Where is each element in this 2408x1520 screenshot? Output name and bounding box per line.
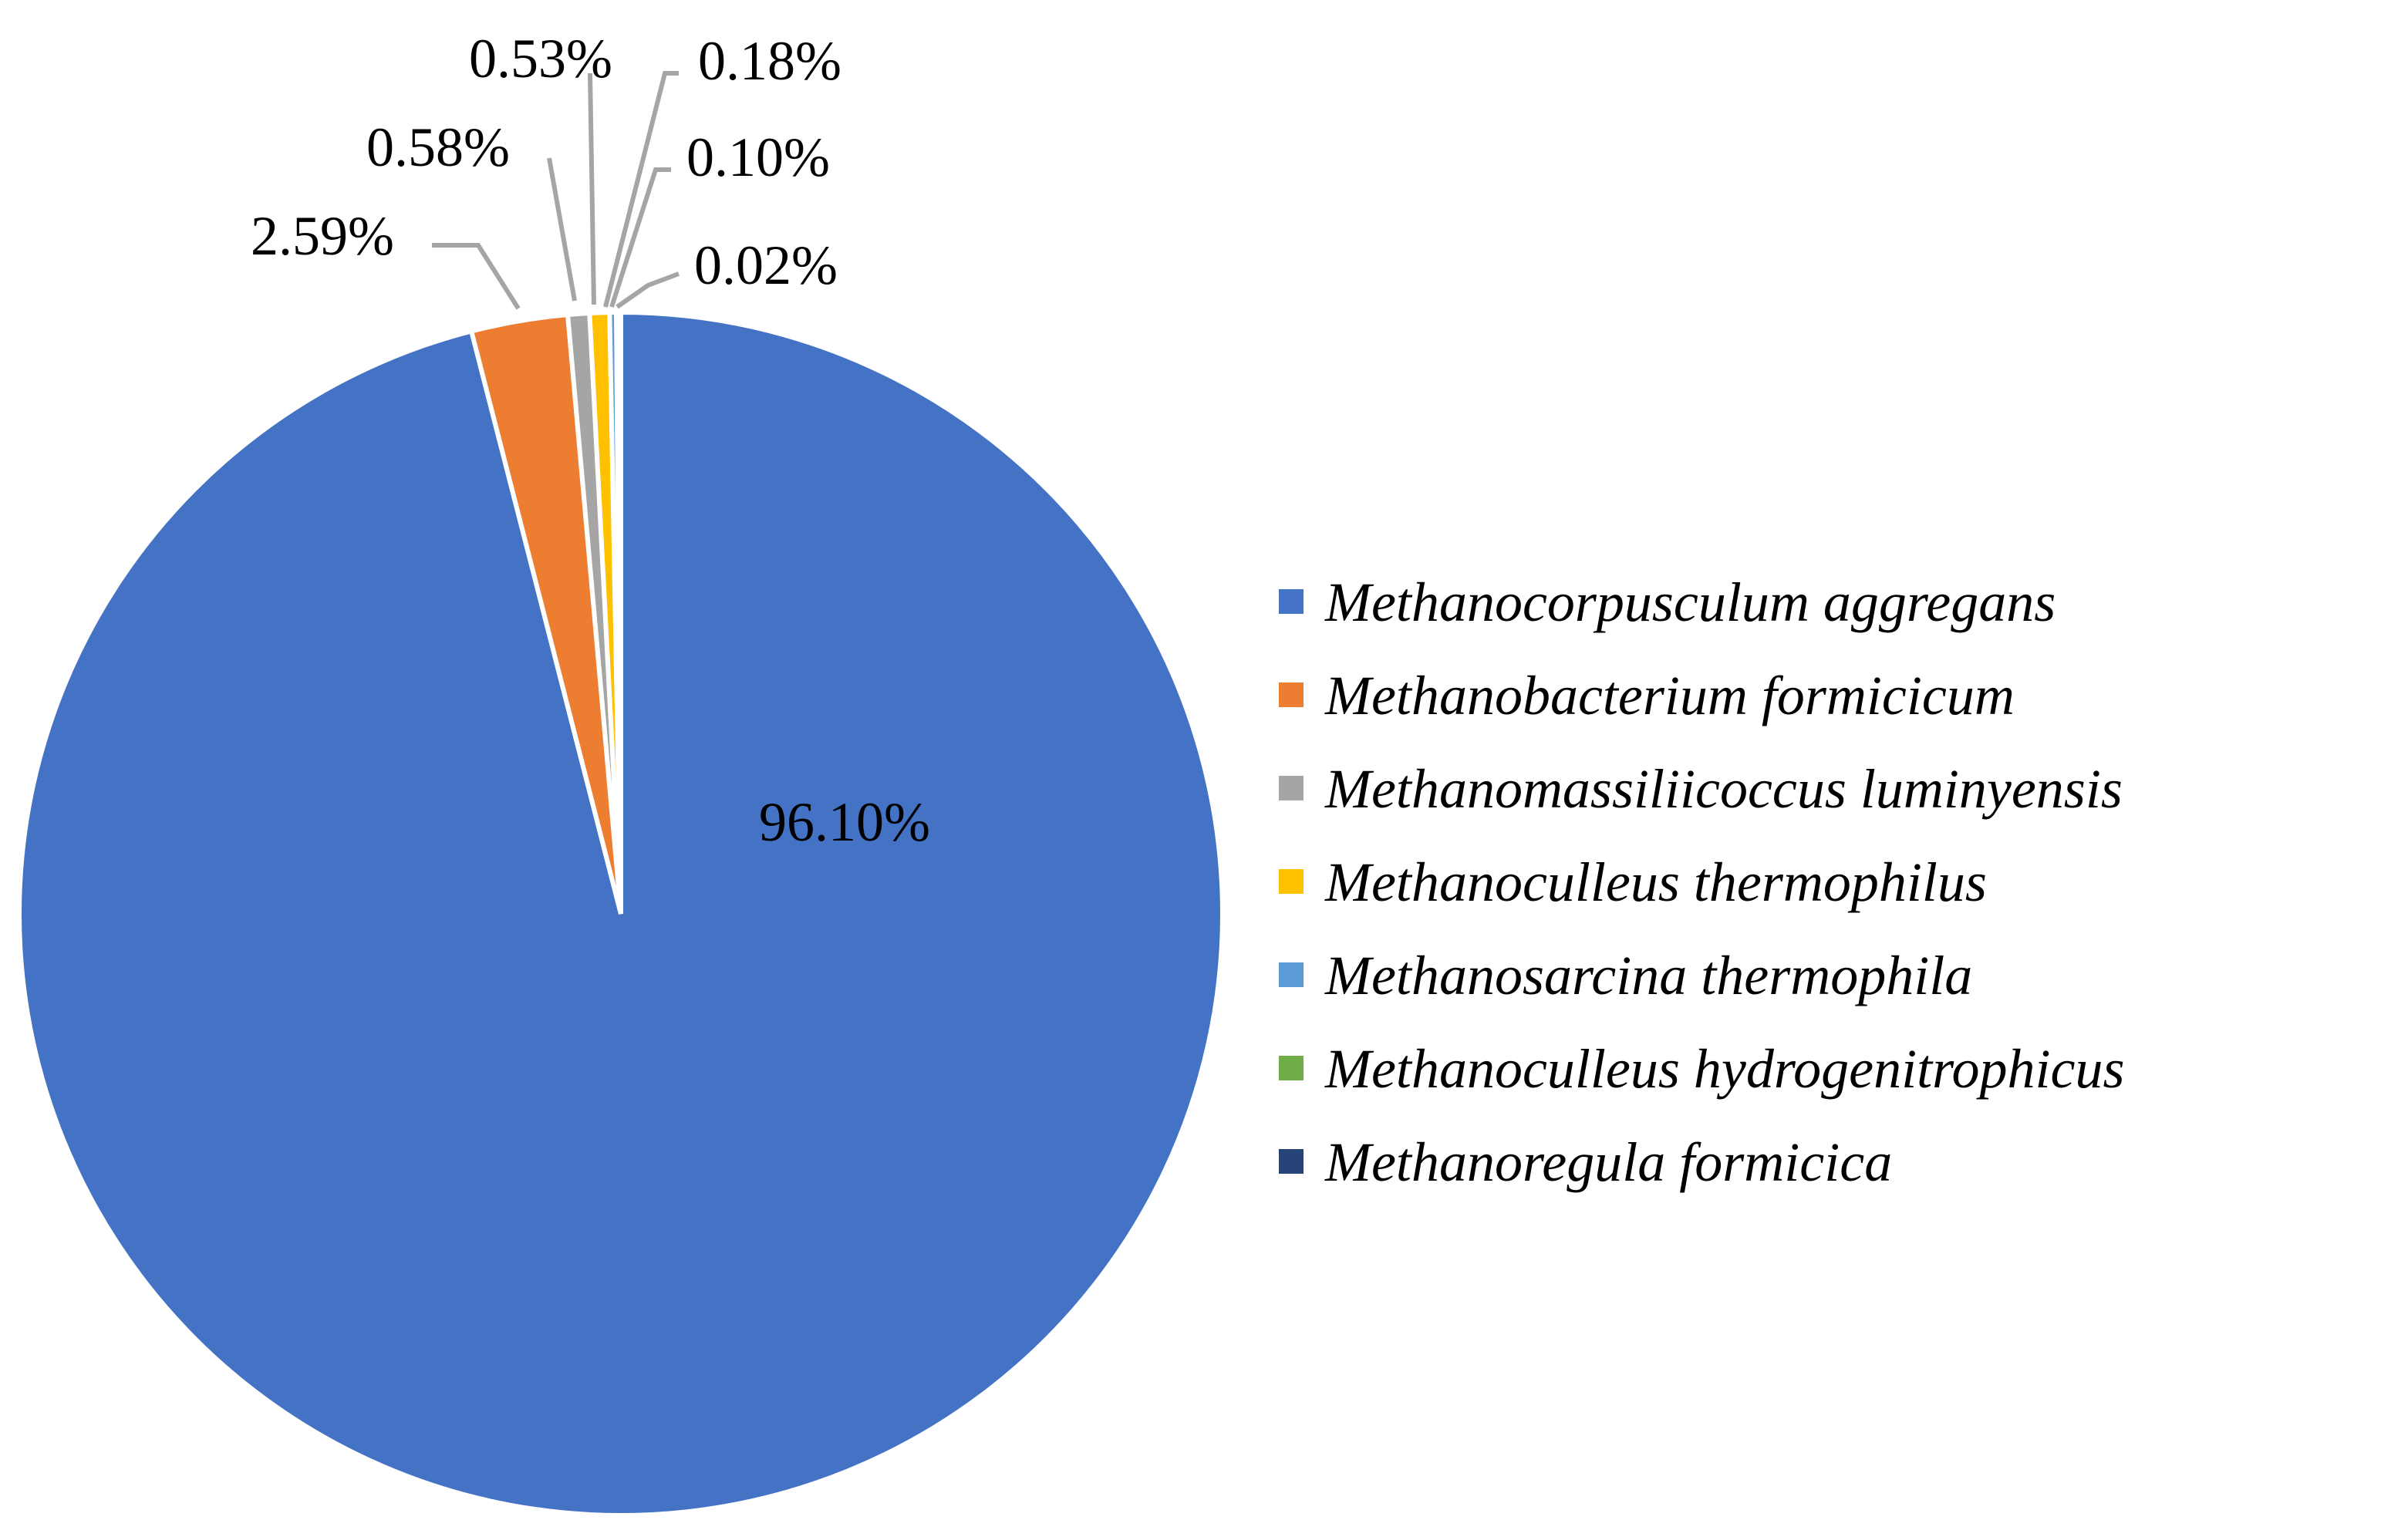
data-labels: 96.10% 2.59% 0.58% 0.53% 0.18% 0.10% 0.02% (251, 28, 930, 853)
legend-label-methanoculleus-thermophilus: Methanoculleus thermophilus (1324, 851, 1987, 913)
data-label-methanoculleus-hydrogenitrophicus: 0.10% (686, 126, 830, 188)
leader-line-methanoregula-formicica (615, 271, 680, 309)
leader-lines (432, 71, 680, 310)
legend-swatch-methanoregula-formicica (1279, 1149, 1303, 1174)
leader-line-methanoculleus-thermophilus (588, 72, 596, 305)
legend: Methanocorpusculum aggregans Methanobacte… (1279, 571, 2124, 1193)
data-label-methanosarcina-thermophila: 0.18% (698, 30, 841, 92)
leader-line-methanoculleus-hydrogenitrophicus (609, 167, 671, 308)
data-label-methanobacterium-formicicum: 2.59% (251, 205, 394, 267)
leader-line-methanomassiliicoccus-luminyensis (547, 157, 577, 302)
legend-label-methanobacterium-formicicum: Methanobacterium formicicum (1324, 665, 2015, 726)
legend-swatch-methanobacterium-formicicum (1279, 682, 1303, 707)
legend-swatch-methanosarcina-thermophila (1279, 962, 1303, 987)
legend-swatch-methanoculleus-hydrogenitrophicus (1279, 1056, 1303, 1080)
legend-label-methanosarcina-thermophila: Methanosarcina thermophila (1324, 945, 1972, 1006)
leader-line-methanobacterium-formicicum (432, 243, 521, 310)
legend-label-methanocorpusculum-aggregans: Methanocorpusculum aggregans (1324, 571, 2056, 633)
legend-label-methanoregula-formicica: Methanoregula formicica (1324, 1131, 1892, 1193)
legend-swatch-methanomassiliicoccus-luminyensis (1279, 776, 1303, 800)
legend-swatch-methanoculleus-thermophilus (1279, 869, 1303, 894)
pie-slices (17, 309, 1225, 1518)
data-label-methanoculleus-thermophilus: 0.53% (469, 28, 612, 89)
legend-label-methanomassiliicoccus-luminyensis: Methanomassiliicoccus luminyensis (1324, 758, 2123, 820)
pie-slice-methanoregula-formicica (618, 309, 623, 915)
leader-line-methanosarcina-thermophila (603, 71, 679, 308)
legend-swatch-methanocorpusculum-aggregans (1279, 589, 1303, 614)
data-label-methanoregula-formicica: 0.02% (694, 234, 838, 296)
data-label-methanomassiliicoccus-luminyensis: 0.58% (366, 116, 510, 178)
legend-label-methanoculleus-hydrogenitrophicus: Methanoculleus hydrogenitrophicus (1324, 1038, 2124, 1100)
data-label-methanocorpusculum-aggregans: 96.10% (759, 791, 930, 853)
